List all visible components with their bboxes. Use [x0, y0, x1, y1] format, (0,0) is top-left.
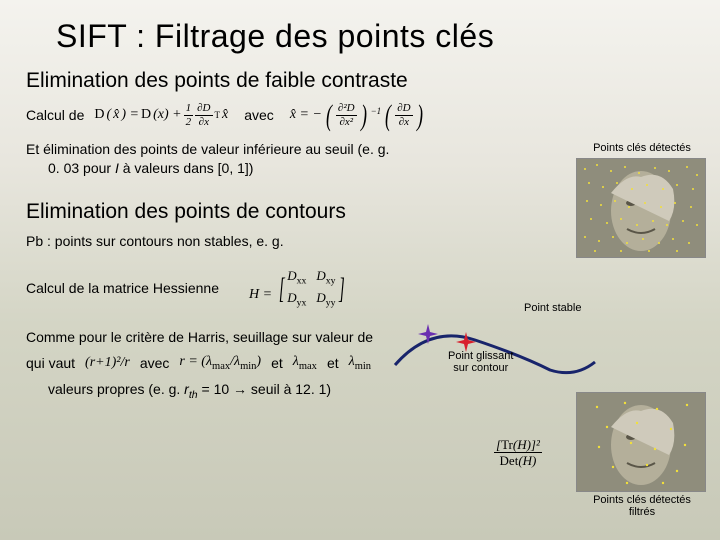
thumb-keypoints-detected: [576, 158, 706, 258]
hessian-line: Calcul de la matrice Hessienne H = [ Dxx…: [26, 265, 694, 313]
label-avec-1: avec: [244, 106, 274, 125]
slide-title: SIFT : Filtrage des points clés: [56, 18, 694, 55]
thumb1-label: Points clés détectés: [574, 142, 710, 154]
formula-lmax: λmax: [289, 351, 321, 376]
label-hessian: Calcul de la matrice Hessienne: [26, 279, 219, 298]
formula-d-hat: D(x̂) = D(x) + 12 ∂D∂x T x̂: [90, 101, 232, 130]
formula-trdet: [Tr(H)]² Det(H): [490, 436, 546, 469]
formula-lmin: λmin: [345, 351, 375, 376]
thumb-keypoints-filtered: [576, 392, 706, 492]
formula-hessian: H = [ DxxDxy DyxDyy ]: [245, 265, 351, 313]
formula-x-hat: x̂ = − ( ∂²D∂x² ) −1 ( ∂D∂x ): [286, 101, 429, 130]
slide-root: SIFT : Filtrage des points clés Eliminat…: [0, 0, 720, 540]
formula-r: r = (λmax/λmin): [175, 351, 265, 376]
label-et: et: [271, 354, 283, 373]
label-avec-2: avec: [140, 354, 170, 373]
annot-point-stable: Point stable: [520, 300, 585, 316]
star-glissant-icon: [456, 332, 476, 352]
label-qui-vaut: qui vaut: [26, 354, 75, 373]
formula-r1: (r+1)²/r: [81, 352, 134, 375]
line-calcul-de: Calcul de D(x̂) = D(x) + 12 ∂D∂x T x̂ av…: [26, 101, 694, 130]
star-stable-icon: [418, 324, 438, 344]
section-faible-contraste: Elimination des points de faible contras…: [26, 69, 694, 93]
label-calcul-de: Calcul de: [26, 106, 84, 125]
annot-point-glissant: Point glissant sur contour: [448, 350, 513, 374]
label-et-2: et: [327, 354, 339, 373]
thumb2-label: Points clés détectés filtrés: [574, 494, 710, 518]
